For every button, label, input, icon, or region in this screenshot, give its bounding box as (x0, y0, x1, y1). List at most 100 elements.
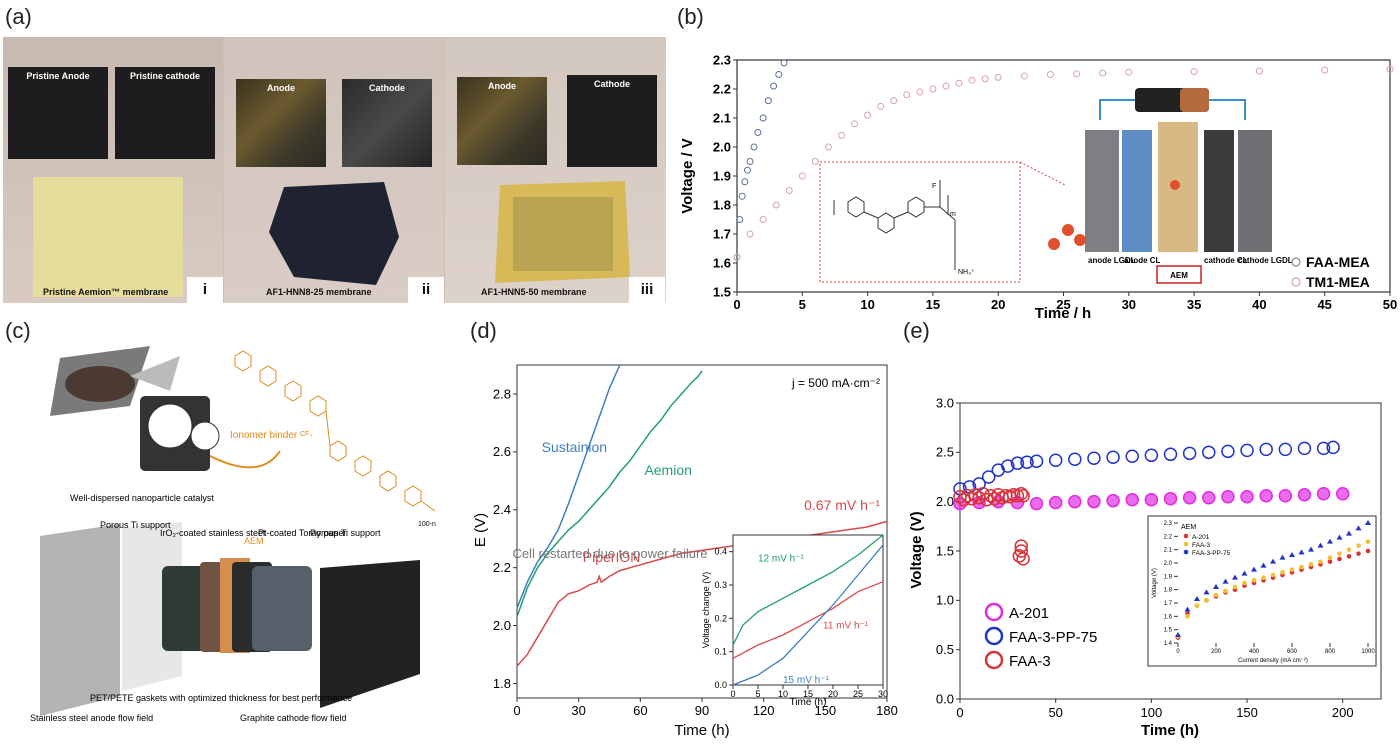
inset-faa3pp-point (1279, 554, 1286, 560)
tm1-mea-point (1386, 65, 1394, 73)
faa3pp-point (981, 470, 996, 484)
binder-arrow (209, 450, 281, 469)
faa-mea-point (780, 59, 788, 67)
faa-mea-point (754, 129, 762, 136)
faa3pp-point (1001, 459, 1015, 473)
tm1-mea-point (955, 79, 963, 87)
legend-e-faa3pp: FAA-3-PP-75 (1009, 629, 1097, 646)
inset-faa3pp-point (1203, 589, 1210, 595)
faa3pp-point (1278, 442, 1293, 457)
y-tick-label: 2.4 (493, 502, 511, 517)
inset-faa3-point (1327, 555, 1333, 560)
pristine-anode-label: Pristine Anode (26, 71, 90, 81)
faa-mea-point (759, 114, 767, 122)
inset-faa3pp-point (1365, 520, 1371, 525)
sustainion-line (516, 364, 621, 609)
legend-e-a201-marker (984, 602, 1004, 622)
faa3-point (968, 488, 983, 502)
a201-point (1259, 488, 1273, 503)
x-tick-label: 800 (1325, 649, 1336, 655)
a201-point (1125, 492, 1139, 507)
inset-d-frame (732, 534, 884, 686)
x-tick-label: 60 (633, 703, 647, 718)
cathode-iii-sample: Cathode (567, 75, 657, 167)
inset-faa3-point (1223, 588, 1228, 594)
structure-connector (1019, 161, 1066, 186)
inset-a201-point (1365, 548, 1371, 554)
y-tick-label: 1.9 (713, 168, 731, 183)
y-tick-label: 2.2 (493, 560, 511, 575)
inset-piperion-line (732, 581, 884, 659)
tm1-mea-point (837, 131, 845, 139)
tm1-mea-point (994, 73, 1002, 81)
tm1-mea-point (759, 216, 767, 223)
inset-faa3-point (1232, 584, 1238, 590)
structure-nh3: NH₃⁺ (958, 269, 975, 276)
tm1-mea-point (798, 172, 806, 180)
faa3-point (964, 491, 979, 506)
graphite-flow-field (320, 560, 420, 708)
faa-mea-point (746, 158, 754, 165)
structure-box (819, 161, 1021, 283)
ss-flow-label: Stainless steel anode flow field (30, 713, 153, 723)
inset-legend-marker (1183, 533, 1189, 539)
membrane-ii-sample (269, 182, 399, 285)
iro2-label: IrO₂-coated stainless steel (160, 528, 265, 538)
aem-c-label: AEM (244, 536, 264, 546)
a201-point (1297, 488, 1312, 502)
y-tick-label: 0.5 (936, 642, 954, 657)
x-tick-label: 150 (1236, 705, 1258, 720)
y-tick-label: 2.3 (713, 52, 731, 67)
photo-iii-number: iii (629, 277, 665, 303)
inset-faa3-point (1261, 575, 1266, 580)
inset-faa3-point (1185, 614, 1190, 619)
a201-point (1221, 489, 1235, 504)
n100-label: 100-n (418, 521, 436, 528)
gaskets-label: PET/PETE gaskets with optimized thicknes… (90, 693, 352, 703)
x-tick-label: 180 (876, 703, 898, 718)
chart-d-restart-text: Cell restarted due to power failure (512, 546, 707, 561)
faa3pp-point (1316, 441, 1331, 456)
a201-point (1068, 494, 1082, 509)
pristine-anode-sample: Pristine Anode (8, 67, 108, 159)
faa3-point (957, 492, 971, 507)
faa-mea-point (775, 71, 783, 78)
faa3pp-point (1029, 454, 1044, 468)
faa3pp-point (1048, 453, 1063, 467)
inset-faa3-point (1346, 547, 1352, 552)
chart-d-rate: 0.67 mV h⁻¹ (804, 497, 880, 513)
x-tick-label: 1000 (1361, 649, 1375, 655)
y-tick-label: 0.1 (714, 647, 727, 657)
inset-label-blue: 15 mV h⁻¹ (783, 675, 830, 686)
chart-d-ylabel: E (V) (472, 513, 489, 547)
y-tick-label: 1.4 (1164, 641, 1173, 647)
faa3pp-point (1326, 440, 1340, 455)
a201-point (1163, 491, 1178, 506)
faa3pp-point (1259, 442, 1273, 457)
x-tick-label: 200 (1332, 705, 1354, 720)
a201-point (1144, 492, 1159, 507)
cathode-ii-label: Cathode (369, 83, 405, 93)
inset-faa3-point (1337, 551, 1342, 556)
structure-m: m (950, 211, 956, 218)
legend-e-a201: A-201 (1009, 605, 1049, 622)
pristine-cathode-label: Pristine cathode (129, 71, 201, 81)
a201-point (1316, 487, 1331, 501)
inset-faa3-point (1299, 564, 1304, 570)
faa3pp-point (1106, 450, 1120, 465)
inset-faa3pp-point (1213, 584, 1219, 589)
x-tick-label: 25 (853, 689, 863, 699)
polymer-structure (833, 180, 956, 270)
pristine-cathode-sample: Pristine cathode (115, 67, 215, 159)
inset-e-frame (1147, 515, 1377, 667)
a201-point (1278, 488, 1293, 503)
photo-ii: Anode Cathode AF1-HNN8-25 membrane ii (224, 37, 444, 303)
tm1-mea-point (916, 88, 924, 96)
a201-point (1106, 493, 1120, 508)
x-tick-label: 20 (828, 689, 838, 699)
legend-b-tm1-marker (1291, 277, 1301, 287)
y-tick-label: 1.5 (936, 543, 954, 558)
tm1-mea-point (1321, 66, 1329, 74)
inset-faa3pp-point (1317, 542, 1324, 548)
y-tick-label: 2.3 (1164, 521, 1173, 527)
